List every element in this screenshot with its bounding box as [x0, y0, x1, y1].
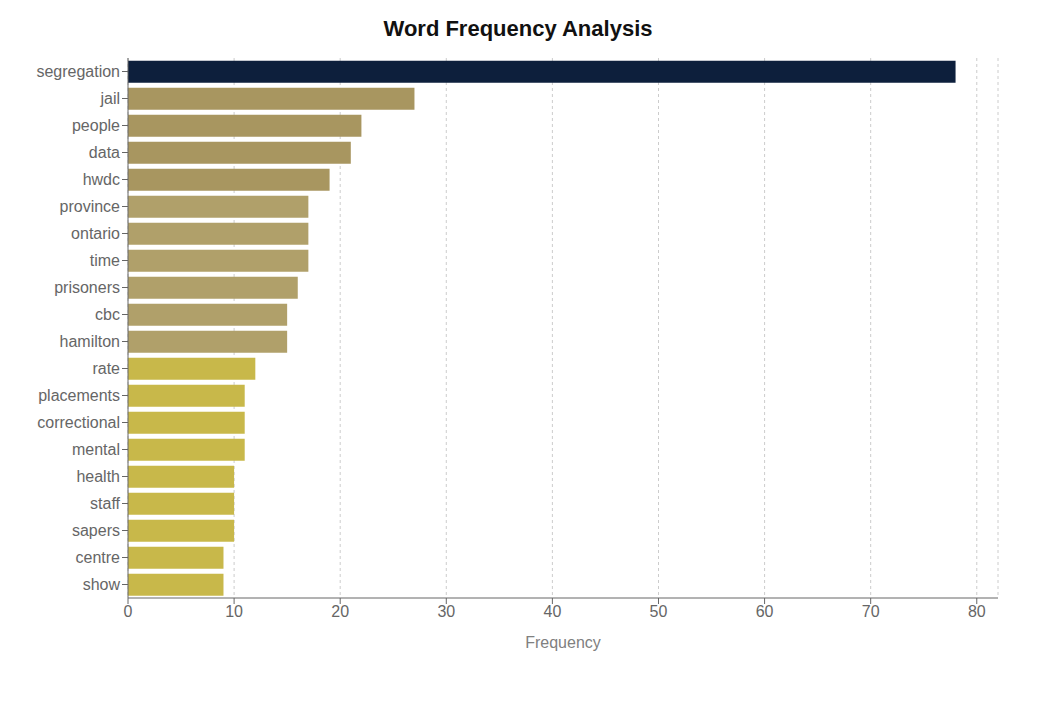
- svg-text:segregation: segregation: [36, 63, 120, 80]
- svg-text:mental: mental: [72, 441, 120, 458]
- svg-text:staff: staff: [90, 495, 121, 512]
- svg-text:correctional: correctional: [37, 414, 120, 431]
- svg-text:hamilton: hamilton: [60, 333, 120, 350]
- svg-text:hwdc: hwdc: [83, 171, 120, 188]
- svg-text:rate: rate: [92, 360, 120, 377]
- svg-text:40: 40: [543, 603, 561, 620]
- svg-text:people: people: [72, 117, 120, 134]
- svg-text:sapers: sapers: [72, 522, 120, 539]
- svg-text:placements: placements: [38, 387, 120, 404]
- svg-text:80: 80: [968, 603, 986, 620]
- svg-text:time: time: [90, 252, 120, 269]
- svg-text:data: data: [89, 144, 120, 161]
- svg-text:10: 10: [225, 603, 243, 620]
- svg-text:centre: centre: [76, 549, 121, 566]
- svg-text:health: health: [76, 468, 120, 485]
- svg-text:cbc: cbc: [95, 306, 120, 323]
- svg-text:show: show: [83, 576, 121, 593]
- svg-text:prisoners: prisoners: [54, 279, 120, 296]
- html-text:Word Frequency Analysis: Word Frequency Analysis: [383, 16, 653, 41]
- svg-text:70: 70: [862, 603, 880, 620]
- svg-text:0: 0: [124, 603, 133, 620]
- svg-text:jail: jail: [99, 90, 120, 107]
- svg-text:Frequency: Frequency: [525, 634, 601, 651]
- svg-text:50: 50: [650, 603, 668, 620]
- svg-text:ontario: ontario: [71, 225, 120, 242]
- svg-text:30: 30: [437, 603, 455, 620]
- svg-text:20: 20: [331, 603, 349, 620]
- svg-text:60: 60: [756, 603, 774, 620]
- svg-text:province: province: [60, 198, 121, 215]
